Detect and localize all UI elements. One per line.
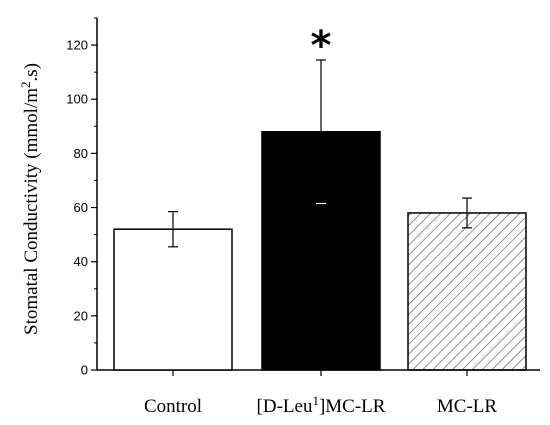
y-tick-label: 0 (81, 363, 88, 378)
x-tick-label: Control (144, 396, 202, 417)
x-tick-label: [D-Leu1]MC-LR (257, 393, 386, 418)
x-tick-label: MC-LR (437, 396, 498, 417)
bar-mc-lr (407, 212, 527, 371)
bar-control (113, 228, 233, 371)
y-tick-label: 100 (66, 92, 88, 107)
y-tick-label: 120 (66, 38, 88, 53)
significance-marker: * (311, 23, 332, 69)
y-tick-label: 60 (74, 200, 88, 215)
y-axis-title: Stomatal Conductivity (mmol/m2.s) (18, 63, 43, 335)
y-tick-label: 40 (74, 254, 88, 269)
y-tick-label: 80 (74, 146, 88, 161)
y-tick-label: 20 (74, 308, 88, 323)
